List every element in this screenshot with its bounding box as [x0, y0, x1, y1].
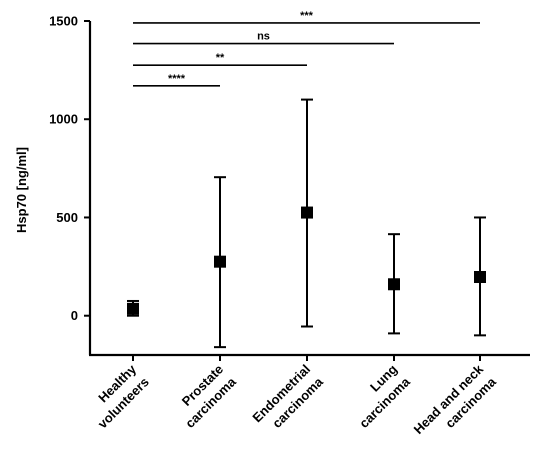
significance-bracket: **** [133, 73, 220, 87]
data-point-marker [474, 271, 486, 284]
x-category-label: Endometrialcarcinoma [249, 361, 326, 438]
x-category-label: Healthyvolunteers [82, 361, 152, 431]
significance-label: ** [216, 52, 225, 64]
x-categories: Healthyvolunteers Prostatecarcinoma Endome… [82, 355, 500, 450]
significance-brackets: ******ns*** [133, 10, 480, 87]
x-category-label: Lungcarcinoma [344, 361, 414, 431]
significance-bracket: ns [133, 31, 394, 45]
significance-label: **** [168, 73, 186, 85]
data-point-marker [127, 302, 139, 315]
y-tick-label: 500 [56, 210, 78, 225]
data-points [127, 98, 486, 349]
x-category-label: Prostatecarcinoma [170, 361, 240, 431]
significance-label: *** [300, 10, 314, 22]
significance-label: ns [257, 31, 270, 43]
data-point-group [214, 176, 226, 349]
data-point-group [127, 299, 139, 317]
significance-bracket: ** [133, 52, 307, 67]
y-ticks: 0 500 1000 1500 [49, 14, 90, 323]
y-tick-label: 1000 [49, 112, 78, 127]
y-axis-label: Hsp70 [ng/ml] [14, 147, 29, 233]
data-point-marker [388, 278, 400, 291]
y-tick-label: 0 [71, 308, 78, 323]
x-category-label: Head and neckcarcinoma [411, 361, 500, 450]
data-point-group [301, 98, 313, 328]
data-point-marker [301, 206, 313, 219]
data-point-group [474, 216, 486, 337]
data-point-group [388, 233, 400, 335]
y-tick-label: 1500 [49, 14, 78, 29]
significance-bracket: *** [133, 10, 480, 24]
data-point-marker [214, 255, 226, 268]
